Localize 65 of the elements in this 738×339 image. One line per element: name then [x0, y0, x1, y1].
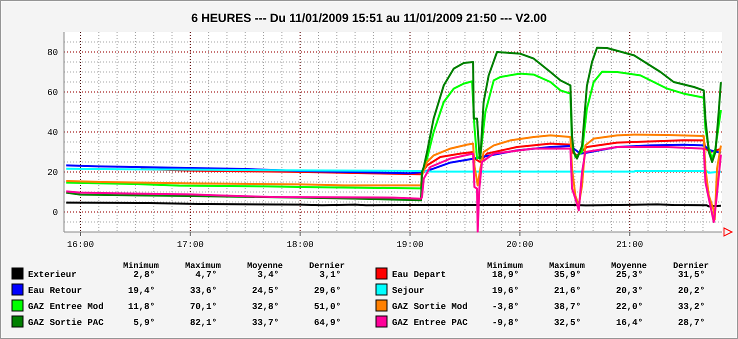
text: -3,8° [492, 302, 519, 312]
legend-label: Eau Depart [392, 270, 446, 280]
text: 16,4° [616, 318, 643, 328]
x-tick-label: 21:00 [616, 240, 644, 250]
text: 28,7° [678, 318, 705, 328]
text: Moyenne [247, 261, 283, 271]
text: 29,6° [314, 286, 341, 296]
text: Dernier [673, 261, 709, 271]
text: 32,8° [252, 302, 279, 312]
text: Maximum [549, 261, 585, 271]
text: 64,9° [314, 318, 341, 328]
text: 38,7° [554, 302, 581, 312]
text: -9,8° [492, 318, 519, 328]
text: 18,9° [492, 270, 519, 280]
legend-label: GAZ Sortie Mod [392, 302, 468, 312]
chart-title: 6 HEURES --- Du 11/01/2009 15:51 au 11/01/2009 21:50 --- V2.00 [191, 11, 548, 25]
text: 20,3° [616, 286, 643, 296]
line-series [140, 139, 722, 176]
text: 33,2° [678, 302, 705, 312]
x-tick-label: 17:00 [176, 240, 204, 250]
text: 3,4° [257, 270, 279, 280]
text: 32,5° [554, 318, 581, 328]
line-series [65, 134, 722, 221]
y-tick-label: 60 [47, 88, 58, 98]
text: Minimum [123, 261, 159, 271]
text: 4,7° [195, 270, 217, 280]
legend-label: GAZ Sortie PAC [28, 318, 104, 328]
x-tick-label: 18:00 [286, 240, 314, 250]
text: 82,1° [190, 318, 217, 328]
y-tick-label: 20 [47, 168, 58, 178]
text: 11,8° [128, 302, 155, 312]
text: 2,8° [133, 270, 155, 280]
text: 19,4° [128, 286, 155, 296]
legend-label: GAZ Entree Mod [28, 302, 104, 312]
x-tick-label: 19:00 [396, 240, 424, 250]
text: 33,7° [252, 318, 279, 328]
text: Minimum [487, 261, 523, 271]
legend-label: Exterieur [28, 270, 77, 280]
text: 51,0° [314, 302, 341, 312]
y-tick-label: 0 [52, 208, 58, 218]
y-tick-label: 80 [47, 48, 58, 58]
text: 25,3° [616, 270, 643, 280]
text: 33,6° [190, 286, 217, 296]
text: 5,9° [133, 318, 155, 328]
text: 21,6° [554, 286, 581, 296]
text: 24,5° [252, 286, 279, 296]
text: Maximum [185, 261, 221, 271]
legend-label: Sejour [392, 286, 424, 296]
text: 20,2° [678, 286, 705, 296]
text: 22,0° [616, 302, 643, 312]
text: 3,1° [319, 270, 341, 280]
text: Moyenne [611, 261, 647, 271]
text: 31,5° [678, 270, 705, 280]
text: 19,6° [492, 286, 519, 296]
text: 70,1° [190, 302, 217, 312]
y-tick-label: 40 [47, 128, 58, 138]
legend-label: GAZ Entree PAC [392, 318, 468, 328]
line-series [65, 144, 722, 174]
line-series [65, 70, 722, 190]
x-tick-label: 16:00 [66, 240, 94, 250]
text: 35,9° [554, 270, 581, 280]
text: Dernier [309, 261, 345, 271]
line-series [65, 46, 722, 202]
x-tick-label: 20:00 [506, 240, 534, 250]
legend-label: Eau Retour [28, 286, 82, 296]
